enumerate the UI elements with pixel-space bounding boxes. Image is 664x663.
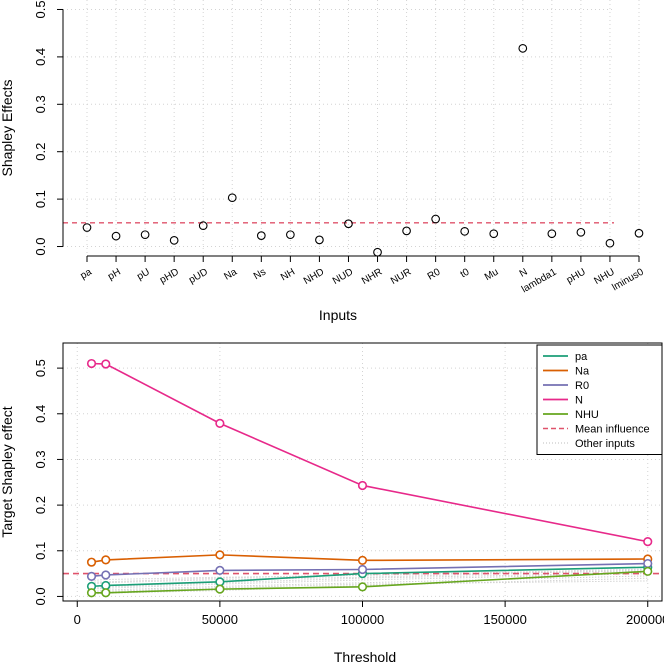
other-input-line: [91, 569, 648, 585]
shapley-effects-panel: 0.00.10.20.30.40.5pa pH pU pHD pUD Na Ns NH NHD N…: [0, 0, 646, 323]
x-tick-label: Mu: [483, 267, 501, 283]
data-point-n: [86, 358, 97, 369]
other-input-line: [91, 568, 648, 581]
data-point-nhu: [357, 582, 368, 592]
y-tick-label: 0.3: [33, 450, 48, 468]
data-point: [344, 219, 353, 229]
data-point-n: [643, 537, 653, 547]
data-point-na: [86, 557, 97, 567]
y-tick-label: 0.1: [33, 542, 48, 560]
target-shapley-panel: 0.0 0.1 0.2 0.3 0.4 0.5 0 50000 100000 150000 2000…: [0, 342, 664, 663]
x-tick-label: Na: [222, 266, 239, 282]
x-tick-label: NHR: [360, 267, 384, 287]
data-point: [373, 247, 382, 257]
x-tick-label: NUD: [331, 267, 355, 287]
y-tick-label: 0.1: [33, 190, 48, 208]
x-tick-label: 200000: [626, 612, 664, 627]
data-point-na: [215, 550, 225, 560]
data-point: [198, 221, 208, 231]
x-tick-label: 100000: [341, 612, 384, 627]
other-input-line: [91, 573, 648, 590]
data-point: [111, 231, 121, 241]
data-point-r0: [86, 571, 97, 581]
x-axis-label: Threshold: [334, 649, 396, 663]
data-point: [140, 230, 150, 240]
data-point-n: [101, 359, 111, 369]
data-point-n: [357, 480, 368, 491]
x-tick-label: t0: [459, 266, 472, 280]
series-line-na: [91, 554, 648, 563]
legend-label: pa: [575, 351, 588, 363]
data-point: [605, 238, 615, 248]
y-axis-label: Shapley Effects: [0, 79, 15, 176]
y-axis-label: Target Shapley effect: [0, 406, 15, 537]
legend-label: R0: [575, 380, 589, 392]
y-tick-label: 0.0: [33, 237, 48, 255]
y-tick-label: 0.0: [33, 587, 48, 605]
data-point-nhu: [643, 566, 653, 576]
series-line-r0: [91, 562, 648, 578]
x-tick-label: NHD: [302, 267, 326, 287]
x-tick-label: 50000: [202, 612, 238, 627]
data-point-r0: [101, 570, 111, 580]
data-point: [634, 228, 644, 238]
data-point: [82, 223, 92, 232]
x-tick-label: pUD: [187, 267, 210, 287]
y-tick-label: 0.5: [33, 0, 48, 18]
data-point: [489, 229, 499, 239]
x-tick-label: N: [518, 267, 530, 280]
y-tick-label: 0.5: [33, 359, 48, 377]
y-tick-label: 0.4: [33, 48, 48, 66]
x-tick-label: R0: [426, 266, 443, 282]
data-point: [460, 226, 470, 236]
data-point: [402, 226, 411, 236]
data-point-pa: [101, 580, 111, 591]
data-point: [256, 231, 266, 240]
other-input-line: [91, 580, 648, 592]
x-tick-label: Ns: [252, 267, 268, 283]
data-point-na: [357, 555, 368, 565]
other-input-line: [91, 572, 648, 588]
data-point-r0: [357, 564, 368, 575]
legend-label: NHU: [575, 409, 599, 421]
legend-label: Na: [575, 366, 590, 378]
y-tick-label: 0.2: [33, 496, 48, 514]
x-tick-label: NH: [279, 267, 297, 284]
data-point-nhu: [101, 588, 111, 598]
series-line-nhu: [91, 570, 648, 594]
legend-label: Mean influence: [575, 424, 650, 436]
data-point-r0: [643, 558, 653, 569]
data-point: [315, 235, 324, 245]
data-point-pa: [215, 577, 225, 587]
x-tick-label: pHU: [565, 267, 588, 287]
x-tick-label: pU: [135, 267, 152, 283]
data-point: [576, 227, 586, 237]
data-point: [431, 214, 440, 224]
legend-label: Other inputs: [575, 438, 635, 450]
other-input-line: [91, 575, 648, 593]
x-tick-label: pHD: [158, 267, 181, 287]
y-tick-label: 0.2: [33, 143, 48, 161]
x-tick-label: lminus0: [610, 266, 646, 293]
data-point-na: [101, 555, 111, 565]
data-point: [518, 44, 528, 53]
data-point: [227, 193, 237, 203]
data-point: [169, 236, 179, 245]
data-point: [286, 230, 295, 240]
data-point-nhu: [215, 584, 225, 594]
x-tick-label: 150000: [483, 612, 526, 627]
x-tick-label: NUR: [389, 267, 413, 287]
x-tick-label: pH: [106, 267, 123, 283]
legend-label: N: [575, 395, 583, 407]
data-point-n: [215, 418, 225, 428]
y-tick-label: 0.3: [33, 95, 48, 113]
x-axis-label: Inputs: [319, 307, 357, 323]
x-tick-label: pa: [79, 266, 95, 281]
data-point-r0: [215, 565, 225, 576]
x-tick-label: 0: [74, 612, 81, 627]
data-point-nhu: [86, 588, 97, 598]
data-point: [547, 229, 557, 239]
y-tick-label: 0.4: [33, 405, 48, 423]
